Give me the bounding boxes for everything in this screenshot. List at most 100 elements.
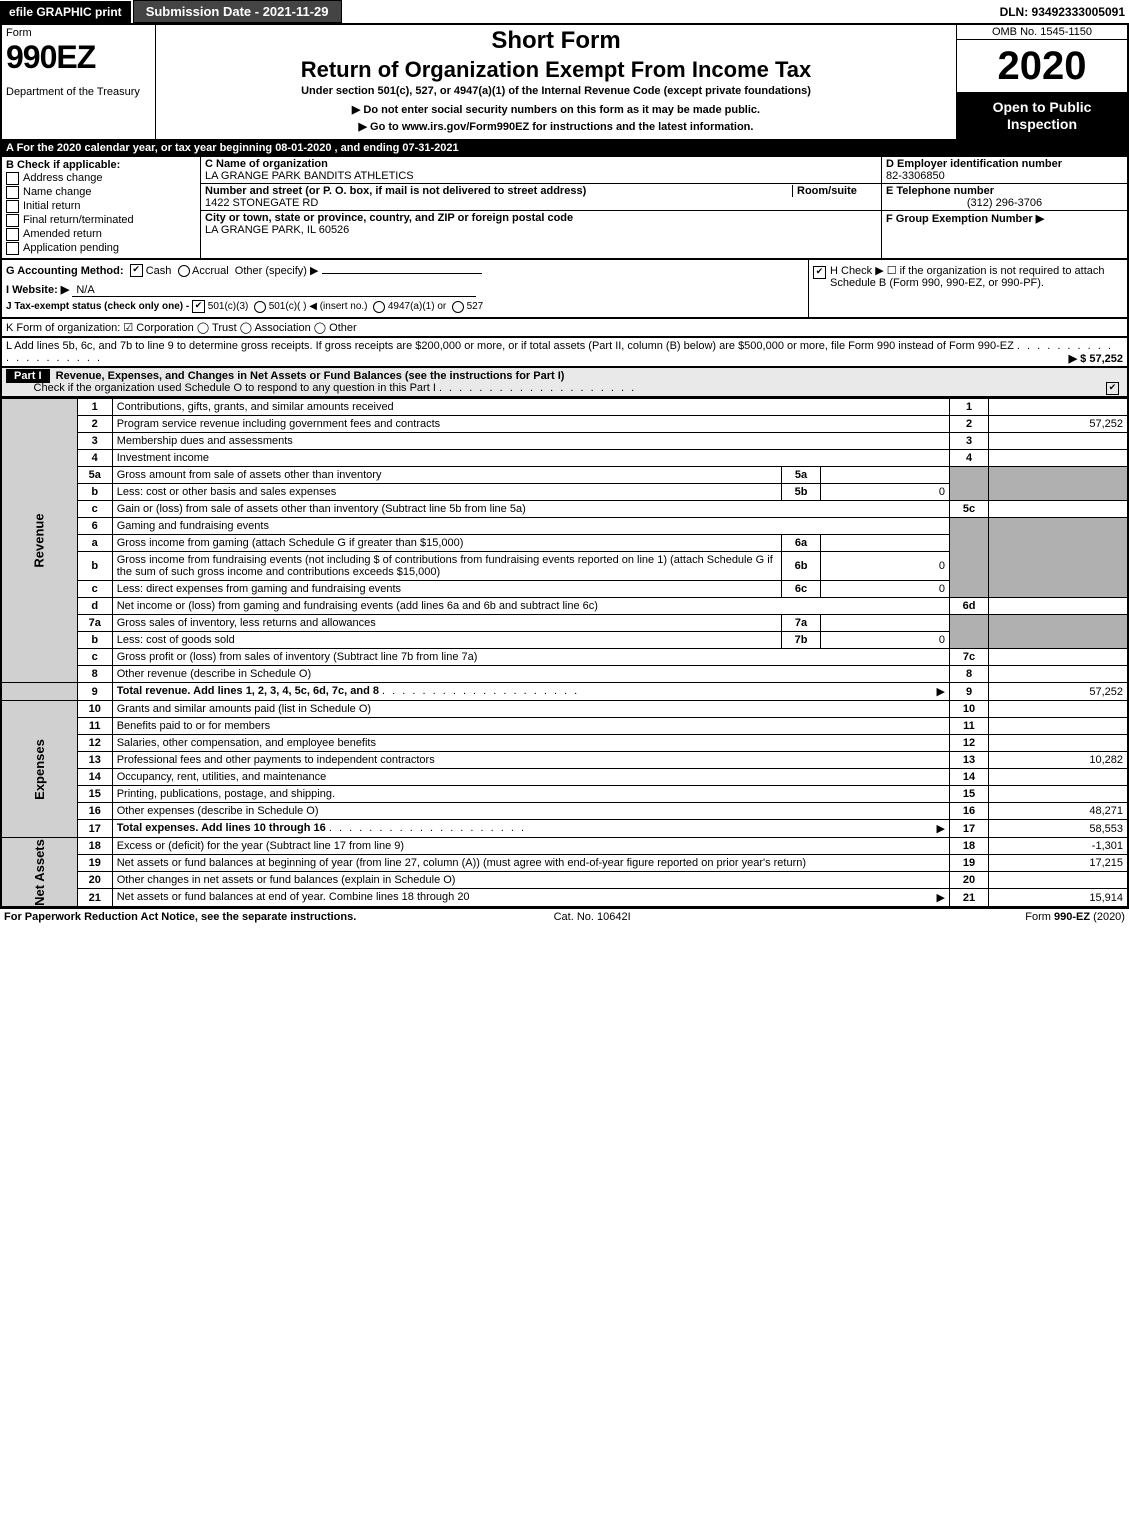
cash-checkbox[interactable]	[130, 264, 143, 277]
application-pending-checkbox[interactable]	[6, 242, 19, 255]
line-16-rnum: 16	[950, 803, 989, 820]
line-12-rnum: 12	[950, 735, 989, 752]
dln-label: DLN: 93492333005091	[1000, 5, 1125, 19]
form-title-box: Short Form Return of Organization Exempt…	[156, 25, 956, 139]
line-6d-desc: Net income or (loss) from gaming and fun…	[117, 600, 598, 612]
tel-label: E Telephone number	[886, 185, 1123, 197]
expenses-sidebar: Expenses	[1, 701, 77, 838]
name-change-checkbox[interactable]	[6, 186, 19, 199]
row-l: L Add lines 5b, 6c, and 7b to line 9 to …	[0, 338, 1129, 368]
line-9-desc: Total revenue. Add lines 1, 2, 3, 4, 5c,…	[117, 685, 379, 697]
initial-return-checkbox[interactable]	[6, 200, 19, 213]
line-13-val: 10,282	[989, 752, 1129, 769]
line-6d-rnum: 6d	[950, 598, 989, 615]
col-b-label: B Check if applicable:	[6, 159, 196, 171]
line-19-val: 17,215	[989, 855, 1129, 872]
line-1-desc: Contributions, gifts, grants, and simila…	[117, 401, 394, 413]
goto-link-text[interactable]: ▶ Go to www.irs.gov/Form990EZ for instru…	[164, 120, 948, 133]
line-5b-num: b	[77, 484, 112, 501]
line-9-num: 9	[77, 683, 112, 701]
row-l-amount: ▶ $ 57,252	[1069, 352, 1123, 365]
line-6c-midval: 0	[821, 581, 950, 598]
line-6d-num: d	[77, 598, 112, 615]
row-l-text: L Add lines 5b, 6c, and 7b to line 9 to …	[6, 340, 1014, 352]
form-number: 990EZ	[6, 39, 151, 76]
efile-print-button[interactable]: efile GRAPHIC print	[0, 1, 131, 23]
line-13-rnum: 13	[950, 752, 989, 769]
line-11-desc: Benefits paid to or for members	[117, 720, 270, 732]
line-21-num: 21	[77, 889, 112, 908]
line-7b-num: b	[77, 632, 112, 649]
section-g: G Accounting Method: Cash Accrual Other …	[2, 260, 808, 318]
line-8-val	[989, 666, 1129, 683]
line-5a-desc: Gross amount from sale of assets other t…	[117, 469, 382, 481]
line-14-val	[989, 769, 1129, 786]
line-19-rnum: 19	[950, 855, 989, 872]
line-6c-num: c	[77, 581, 112, 598]
schedule-o-checkbox[interactable]	[1106, 382, 1119, 395]
line-20-num: 20	[77, 872, 112, 889]
line-6-num: 6	[77, 518, 112, 535]
opt-amended-return: Amended return	[23, 228, 102, 240]
line-6b-desc: Gross income from fundraising events (no…	[117, 554, 773, 578]
te-527-radio[interactable]	[452, 301, 464, 313]
room-suite-label: Room/suite	[792, 185, 877, 197]
line-6a-desc: Gross income from gaming (attach Schedul…	[117, 537, 464, 549]
line-17-arrow: ▶	[937, 822, 945, 835]
part1-header: Part I Revenue, Expenses, and Changes in…	[0, 368, 1129, 398]
line-5c-rnum: 5c	[950, 501, 989, 518]
line-20-rnum: 20	[950, 872, 989, 889]
opt-final-return: Final return/terminated	[23, 214, 134, 226]
other-specify-label: Other (specify) ▶	[235, 265, 319, 277]
section-h: H Check ▶ ☐ if the organization is not r…	[808, 260, 1127, 318]
line-10-desc: Grants and similar amounts paid (list in…	[117, 703, 371, 715]
address-change-checkbox[interactable]	[6, 172, 19, 185]
row-a-tax-year: A For the 2020 calendar year, or tax yea…	[0, 141, 1129, 157]
accrual-label: Accrual	[192, 265, 229, 277]
line-7a-mid: 7a	[782, 615, 821, 632]
line-18-num: 18	[77, 838, 112, 855]
line-8-desc: Other revenue (describe in Schedule O)	[117, 668, 311, 680]
col-c-org-info: C Name of organization LA GRANGE PARK BA…	[201, 157, 881, 258]
department-label: Department of the Treasury	[6, 86, 151, 98]
form-label: Form	[6, 27, 151, 39]
line-18-val: -1,301	[989, 838, 1129, 855]
line-1-rnum: 1	[950, 399, 989, 416]
line-12-val	[989, 735, 1129, 752]
line-10-val	[989, 701, 1129, 718]
tax-year: 2020	[957, 40, 1127, 93]
line-1-num: 1	[77, 399, 112, 416]
line-17-desc: Total expenses. Add lines 10 through 16	[117, 822, 326, 834]
line-4-val	[989, 450, 1129, 467]
line-20-desc: Other changes in net assets or fund bala…	[117, 874, 456, 886]
line-17-rnum: 17	[950, 820, 989, 838]
line-8-rnum: 8	[950, 666, 989, 683]
line-9-arrow: ▶	[937, 685, 945, 698]
final-return-checkbox[interactable]	[6, 214, 19, 227]
line-6d-val	[989, 598, 1129, 615]
line-17-num: 17	[77, 820, 112, 838]
line-14-num: 14	[77, 769, 112, 786]
line-6b-mid: 6b	[782, 552, 821, 581]
amended-return-checkbox[interactable]	[6, 228, 19, 241]
part1-check-o: Check if the organization used Schedule …	[34, 382, 436, 394]
te-501c-radio[interactable]	[254, 301, 266, 313]
line-9-rnum: 9	[950, 683, 989, 701]
line-21-arrow: ▶	[937, 891, 945, 904]
te-4947-radio[interactable]	[373, 301, 385, 313]
h-checkbox[interactable]	[813, 266, 826, 279]
short-form-title: Short Form	[164, 27, 948, 55]
footer-left: For Paperwork Reduction Act Notice, see …	[4, 911, 356, 923]
line-4-num: 4	[77, 450, 112, 467]
te-501c3-checkbox[interactable]	[192, 300, 205, 313]
other-specify-line[interactable]	[322, 273, 482, 274]
line-11-num: 11	[77, 718, 112, 735]
line-19-num: 19	[77, 855, 112, 872]
h-text: H Check ▶ ☐ if the organization is not r…	[830, 265, 1105, 289]
line-5b-midval: 0	[821, 484, 950, 501]
accounting-method-label: G Accounting Method:	[6, 265, 124, 277]
te-501c3-label: 501(c)(3)	[208, 301, 249, 312]
line-7a-num: 7a	[77, 615, 112, 632]
te-4947-label: 4947(a)(1) or	[388, 301, 446, 312]
accrual-radio[interactable]	[178, 265, 190, 277]
